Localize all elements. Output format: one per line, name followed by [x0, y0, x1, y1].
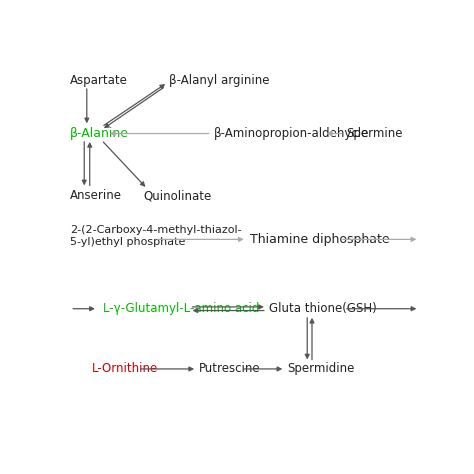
Text: β-Alanine: β-Alanine [70, 127, 129, 140]
Text: L-γ-Glutamyl-L-amino acid: L-γ-Glutamyl-L-amino acid [103, 302, 260, 315]
Text: 2-(2-Carboxy-4-methyl-thiazol-
5-yl)ethyl phosphate: 2-(2-Carboxy-4-methyl-thiazol- 5-yl)ethy… [70, 225, 242, 246]
Text: β-Aminopropion-aldehycle: β-Aminopropion-aldehycle [213, 127, 369, 140]
Text: Thiamine diphosphate: Thiamine diphosphate [250, 233, 390, 246]
Text: L-Ornithine: L-Ornithine [92, 363, 159, 375]
Text: Quinolinate: Quinolinate [144, 189, 212, 202]
Text: Spermine: Spermine [346, 127, 402, 140]
Text: Aspartate: Aspartate [70, 74, 128, 87]
Text: Gluta thione(GSH): Gluta thione(GSH) [269, 302, 376, 315]
Text: Putrescine: Putrescine [199, 363, 261, 375]
Text: Anserine: Anserine [70, 189, 122, 202]
Text: Spermidine: Spermidine [287, 363, 355, 375]
Text: β-Alanyl arginine: β-Alanyl arginine [169, 74, 270, 87]
